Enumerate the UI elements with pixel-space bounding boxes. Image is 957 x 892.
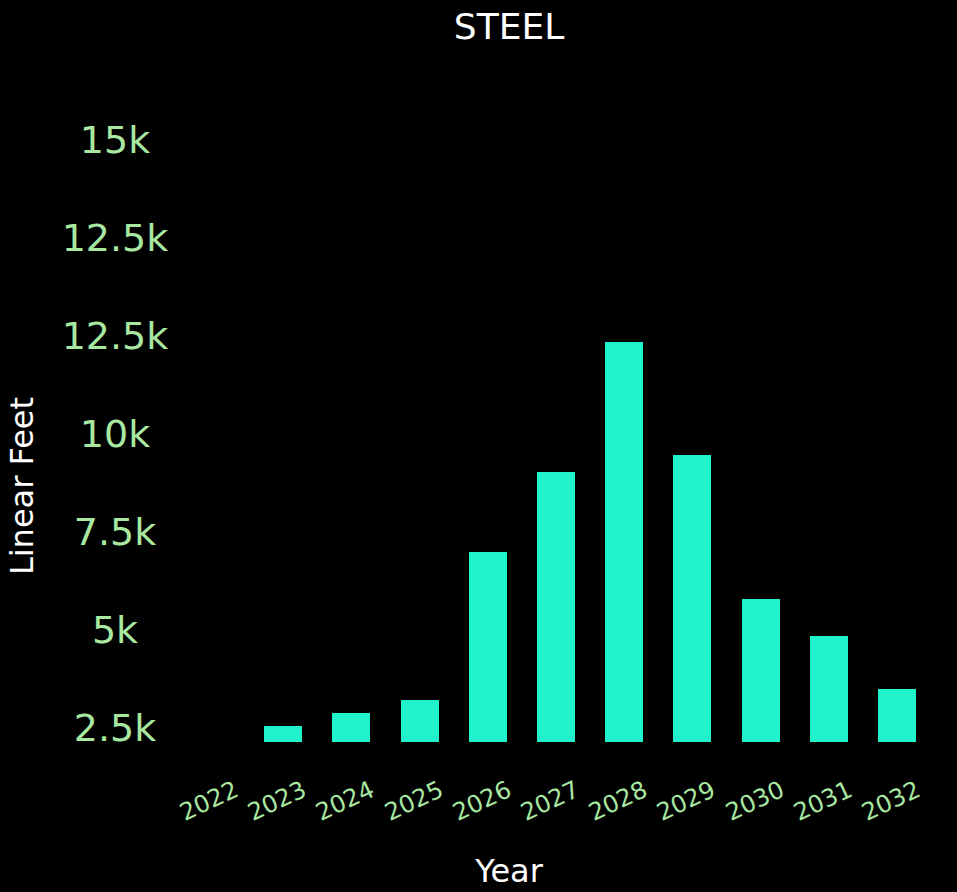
bar-2029 xyxy=(673,455,711,742)
steel-bar-chart: STEEL Linear Feet 15k 12.5k 12.5k 10k 7.5k 5k… xyxy=(0,0,957,892)
bar-2032 xyxy=(878,689,916,742)
y-tick-label: 12.5k xyxy=(35,219,195,257)
chart-title: STEEL xyxy=(359,6,659,48)
x-axis-title: Year xyxy=(359,852,659,890)
bar-2025 xyxy=(401,700,439,742)
bar-2031 xyxy=(810,636,848,742)
bar-2030 xyxy=(742,599,780,742)
y-tick-label: 10k xyxy=(35,415,195,453)
bar-2024 xyxy=(332,713,370,742)
y-tick-label: 15k xyxy=(35,121,195,159)
bar-2027 xyxy=(537,472,575,742)
y-tick-label: 7.5k xyxy=(35,513,195,551)
y-axis-title: Linear Feet xyxy=(3,336,41,636)
y-tick-label: 2.5k xyxy=(35,709,195,747)
y-tick-label: 5k xyxy=(35,611,195,649)
y-tick-label: 12.5k xyxy=(35,317,195,355)
bar-2026 xyxy=(469,552,507,742)
bar-2028 xyxy=(605,342,643,742)
bar-2023 xyxy=(264,726,302,742)
